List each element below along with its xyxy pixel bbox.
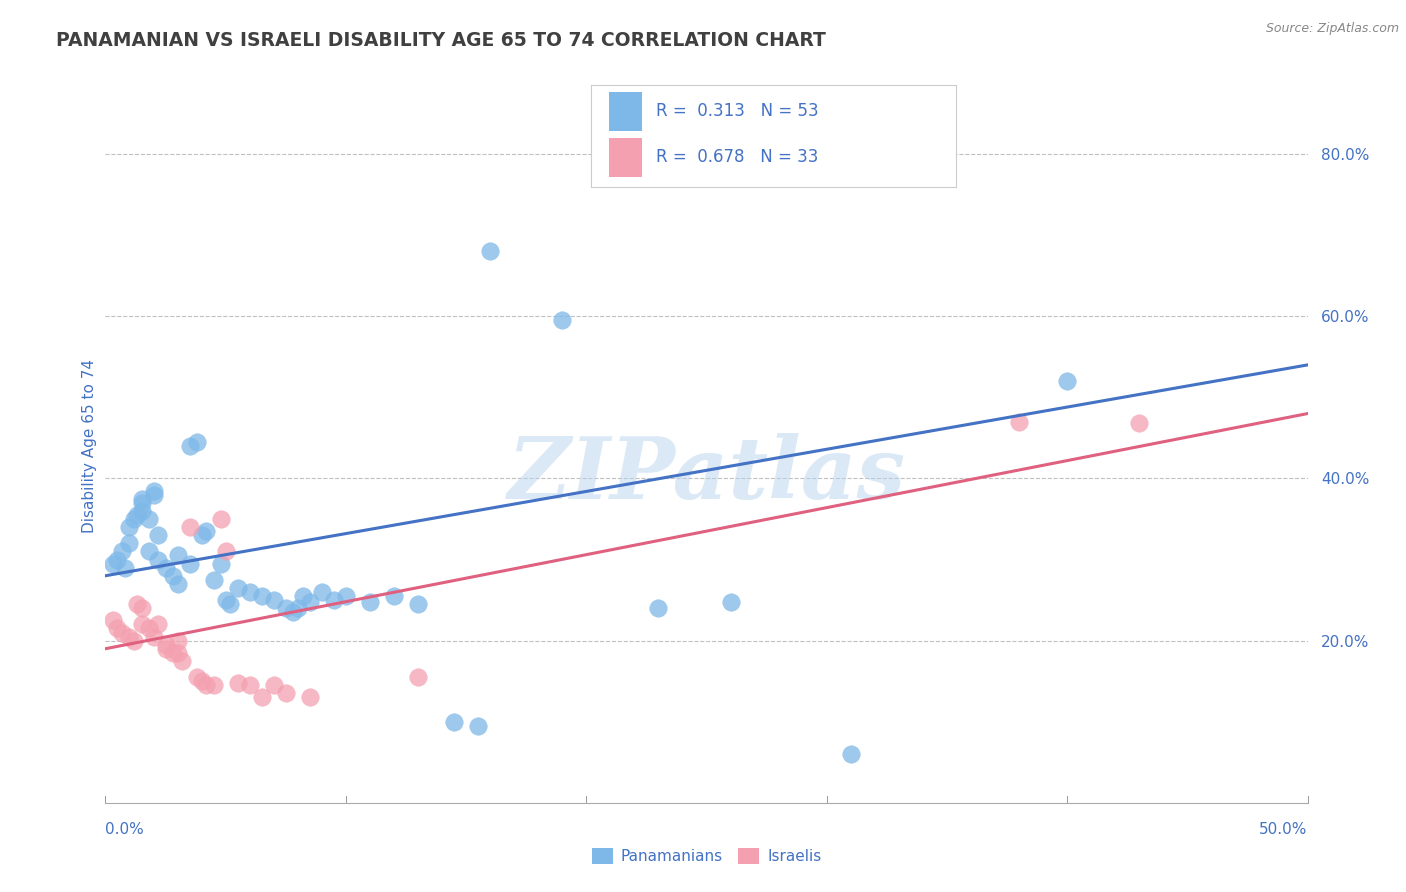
Point xyxy=(107,622,129,636)
Point xyxy=(467,719,489,733)
Point xyxy=(138,512,160,526)
Point xyxy=(322,593,344,607)
Point xyxy=(190,674,212,689)
Point xyxy=(179,439,201,453)
Point xyxy=(111,625,134,640)
Point xyxy=(125,508,148,522)
Point xyxy=(179,557,201,571)
Point xyxy=(114,560,136,574)
Point xyxy=(138,544,160,558)
Y-axis label: Disability Age 65 to 74: Disability Age 65 to 74 xyxy=(82,359,97,533)
Point xyxy=(186,434,208,449)
Point xyxy=(202,678,225,692)
Text: ZIPatlas: ZIPatlas xyxy=(508,433,905,516)
Point xyxy=(239,585,262,599)
Point xyxy=(124,512,146,526)
Point xyxy=(155,641,177,656)
Point xyxy=(1128,417,1150,431)
Point xyxy=(131,617,153,632)
Point xyxy=(250,589,273,603)
Point xyxy=(1008,415,1031,429)
Point xyxy=(335,589,357,603)
Point xyxy=(118,630,141,644)
Point xyxy=(166,646,188,660)
Point xyxy=(298,595,321,609)
Point xyxy=(226,581,249,595)
Point xyxy=(124,633,146,648)
Point xyxy=(1056,374,1078,388)
Bar xyxy=(609,138,641,177)
Text: R =  0.678   N = 33: R = 0.678 N = 33 xyxy=(657,148,818,166)
Point xyxy=(274,686,297,700)
Point xyxy=(186,670,208,684)
Point xyxy=(382,589,405,603)
Point xyxy=(839,747,862,761)
Point xyxy=(101,613,124,627)
Point xyxy=(195,678,218,692)
Point xyxy=(131,601,153,615)
Point xyxy=(720,595,742,609)
Point xyxy=(190,528,212,542)
Point xyxy=(148,552,170,566)
Point xyxy=(101,557,124,571)
Point xyxy=(107,552,129,566)
Point xyxy=(202,573,225,587)
Point xyxy=(551,313,574,327)
Point xyxy=(162,646,184,660)
Point xyxy=(281,605,304,619)
Point xyxy=(142,488,165,502)
Point xyxy=(155,560,177,574)
Point xyxy=(311,585,333,599)
Point xyxy=(209,512,232,526)
Point xyxy=(111,544,134,558)
Point xyxy=(118,520,141,534)
Point xyxy=(263,593,285,607)
Text: 50.0%: 50.0% xyxy=(1260,822,1308,837)
Point xyxy=(359,595,381,609)
Point xyxy=(239,678,262,692)
Point xyxy=(138,622,160,636)
Text: R =  0.313   N = 53: R = 0.313 N = 53 xyxy=(657,102,818,120)
Point xyxy=(155,638,177,652)
Point xyxy=(298,690,321,705)
Point xyxy=(250,690,273,705)
Point xyxy=(162,568,184,582)
Point xyxy=(214,544,236,558)
Point xyxy=(125,597,148,611)
Point xyxy=(166,549,188,563)
Point xyxy=(263,678,285,692)
Point xyxy=(443,714,465,729)
Point xyxy=(226,675,249,690)
Text: Source: ZipAtlas.com: Source: ZipAtlas.com xyxy=(1265,22,1399,36)
Text: 0.0%: 0.0% xyxy=(105,822,145,837)
Legend: Panamanians, Israelis: Panamanians, Israelis xyxy=(585,842,828,870)
Point xyxy=(287,601,309,615)
Point xyxy=(142,630,165,644)
Point xyxy=(142,483,165,498)
Point xyxy=(214,593,236,607)
Point xyxy=(131,491,153,506)
Point xyxy=(148,617,170,632)
Point xyxy=(647,601,669,615)
Point xyxy=(172,654,194,668)
Point xyxy=(166,577,188,591)
Point xyxy=(479,244,502,259)
Point xyxy=(179,520,201,534)
Point xyxy=(209,557,232,571)
Point xyxy=(406,670,429,684)
Point xyxy=(291,589,314,603)
Point xyxy=(118,536,141,550)
Point xyxy=(131,504,153,518)
Point xyxy=(219,597,242,611)
Text: PANAMANIAN VS ISRAELI DISABILITY AGE 65 TO 74 CORRELATION CHART: PANAMANIAN VS ISRAELI DISABILITY AGE 65 … xyxy=(56,31,827,50)
Point xyxy=(131,496,153,510)
Point xyxy=(195,524,218,538)
Point xyxy=(274,601,297,615)
Bar xyxy=(609,92,641,131)
Point xyxy=(166,633,188,648)
Point xyxy=(406,597,429,611)
Point xyxy=(148,528,170,542)
